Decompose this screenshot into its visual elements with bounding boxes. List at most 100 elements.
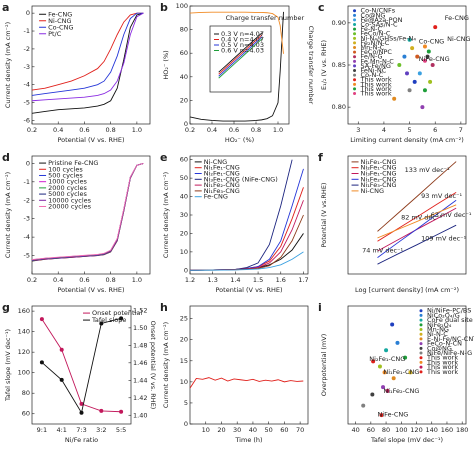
y-tick-label: -5 xyxy=(24,252,30,260)
legend-label: Ni₃Fe₁-CNG xyxy=(361,170,397,178)
legend-label: Ni-CNG xyxy=(361,187,384,195)
annotation: 74 mV dec⁻¹ xyxy=(362,246,403,254)
legend-label: 0.5 V n=4.03 xyxy=(221,41,264,49)
point xyxy=(422,88,427,93)
y-tick-label: 25 xyxy=(180,315,188,323)
legend-label: Ni/NiFe-PC/BS xyxy=(427,307,471,315)
legend-label: Ni-N₄/GHSs/Fe-N₄ xyxy=(361,34,417,42)
y-tick-label: 5 xyxy=(184,399,188,407)
y-tick-label: -1 xyxy=(24,27,30,35)
y-axis-label: Current density (mA cm⁻²) xyxy=(162,172,170,258)
panel-label: a xyxy=(2,1,9,14)
y-tick-label: 0 xyxy=(184,120,188,128)
y-axis-label: E₁/₂ (V vs. RHE) xyxy=(320,40,328,90)
legend-swatch xyxy=(419,370,423,374)
legend-label: Fe,Mn-N-C xyxy=(361,57,395,65)
point xyxy=(408,370,413,375)
x-tick-label: 3:2 xyxy=(96,426,106,434)
plot-frame xyxy=(347,155,467,275)
point xyxy=(99,321,104,326)
legend-label: FeCo/N-C xyxy=(361,30,391,38)
legend-label: NiFe₂O₄ xyxy=(427,321,452,329)
series-line xyxy=(377,191,457,242)
panel-label: h xyxy=(160,301,168,314)
legend-label: Ni-CNG xyxy=(204,158,227,166)
y-axis-label: Potential (V vs.RHE) xyxy=(320,183,328,248)
point xyxy=(391,376,396,381)
series-line xyxy=(189,11,284,122)
point xyxy=(433,25,438,30)
legend-label: This work xyxy=(426,363,458,371)
x-axis-label: Potential (V vs. RHE) xyxy=(57,286,124,294)
panel: b 0.2 0.4 0.6 0.8 1.0 0 20 40 60 80 100 HO₂⁻ (%) HO₂⁻… xyxy=(160,1,315,144)
y2-tick-label: 1.42 xyxy=(133,394,147,402)
x-tick-label: 0.6 xyxy=(79,126,89,134)
legend-label: Co@NG xyxy=(427,344,452,352)
legend-label: Co-SAs/N-C xyxy=(361,21,398,29)
y-tick-label: 100 xyxy=(176,2,188,10)
x-axis-label: Ni/Fe ratio xyxy=(65,436,98,444)
x-tick-label: 70 xyxy=(296,426,304,434)
point xyxy=(385,388,390,393)
legend-label: Ni₃Fe₁-CNG (NiFe-CNG) xyxy=(204,175,278,183)
legend-label: Ni-N-C xyxy=(427,330,448,338)
point xyxy=(99,408,104,413)
point xyxy=(405,71,409,76)
x-tick-label: 50 xyxy=(265,426,273,434)
y-tick-label: 60 xyxy=(180,49,188,57)
panel-label: g xyxy=(2,301,10,314)
legend-swatch xyxy=(419,318,423,322)
legend-label: FeCo-N-CN xyxy=(427,340,462,348)
y-axis-label: HO₂⁻ (%) xyxy=(162,50,170,79)
legend-label: Co-N/CNFs xyxy=(361,7,396,15)
x-tick-label: 140 xyxy=(426,426,438,434)
y-tick-label: -4 xyxy=(24,233,30,241)
x-tick-label: 1.7 xyxy=(298,276,308,284)
legend-swatch xyxy=(353,78,357,82)
legend-label: This work xyxy=(360,80,392,88)
x-tick-label: 1.6 xyxy=(276,276,286,284)
legend-swatch xyxy=(353,92,357,96)
series-line xyxy=(189,200,304,271)
legend-label: 1000 cycles xyxy=(48,178,87,186)
legend-swatch xyxy=(353,69,357,73)
y2-tick-label: 1.40 xyxy=(133,411,147,419)
legend-label: Onset potential xyxy=(92,309,142,317)
x-tick-label: 0.4 xyxy=(207,126,217,134)
point xyxy=(415,54,420,59)
legend-swatch xyxy=(353,18,357,22)
legend-label: Co@NG xyxy=(361,11,386,19)
x-tick-label: 0.8 xyxy=(105,126,115,134)
point xyxy=(430,63,435,67)
x-tick-label: 1.0 xyxy=(132,276,142,284)
x-tick-label: 120 xyxy=(410,426,422,434)
y-tick-label: 20 xyxy=(180,96,188,104)
series-line xyxy=(218,36,263,77)
annotation: 133 mV dec⁻¹ xyxy=(405,166,450,174)
legend-label: Tafel slope xyxy=(91,316,126,324)
x-tick-label: 6 xyxy=(433,126,437,134)
y-tick-label: -3 xyxy=(24,63,30,71)
annotation: Co-CNG xyxy=(419,37,444,45)
x-axis-label: Log [current density] (mA cm⁻²) xyxy=(355,286,459,294)
legend-swatch xyxy=(353,41,357,45)
panel: i 40 60 80 100 120 140 160 180 Tafel slope (mV de… xyxy=(318,301,474,444)
legend-label: SA-Fe/NG xyxy=(361,62,391,70)
series-line xyxy=(31,12,144,96)
y-tick-label: 15 xyxy=(180,357,188,365)
legend-label: FeCo/NPC xyxy=(361,48,393,56)
point xyxy=(382,370,387,375)
point xyxy=(59,347,64,352)
series-line xyxy=(189,233,304,271)
x-tick-label: 0.8 xyxy=(251,126,261,134)
series-line xyxy=(31,12,144,114)
plot-frame xyxy=(189,5,290,125)
annotation: NiFe-CNG xyxy=(419,55,450,63)
x-tick-label: 60 xyxy=(280,426,288,434)
panel: h 10 20 30 40 50 60 70 0 5 10 15 20 25 Time (h) Current… xyxy=(160,301,309,444)
legend-label: 10000 cycles xyxy=(48,196,92,204)
y-tick-label: 140 xyxy=(18,328,30,336)
panel-label: c xyxy=(318,1,325,14)
legend-label: This work xyxy=(360,76,392,84)
